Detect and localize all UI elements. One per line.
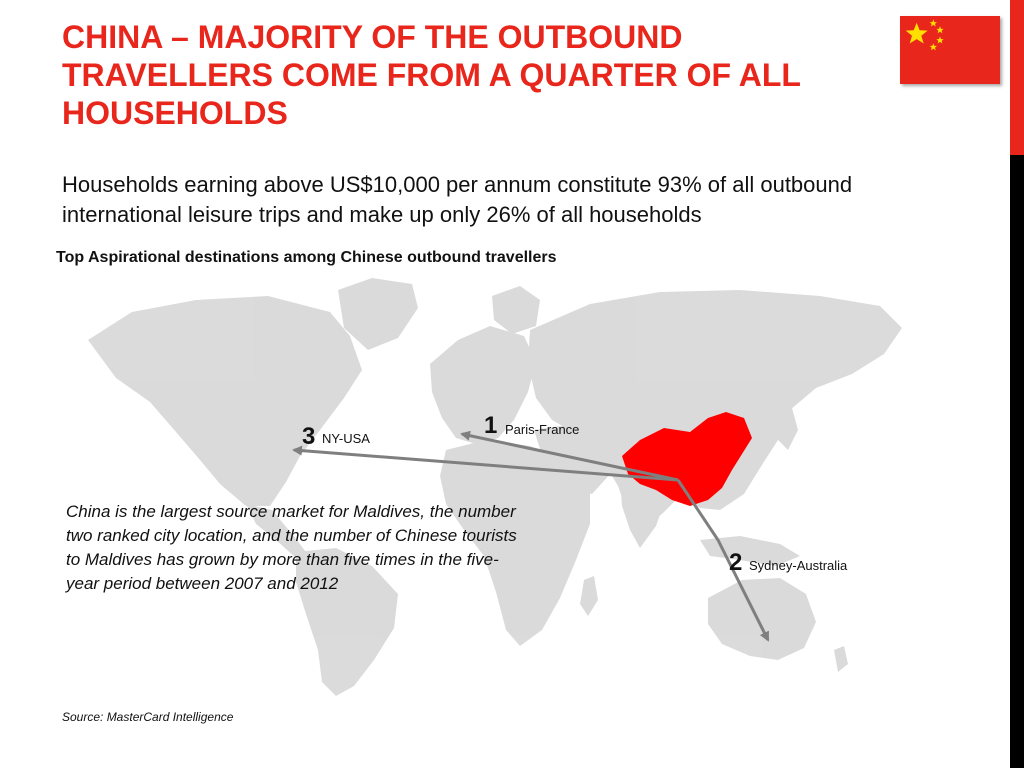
destination-label-new-york: 3 NY-USA (302, 423, 370, 450)
slide-title: CHINA – MAJORITY OF THE OUTBOUND TRAVELL… (62, 19, 801, 131)
destination-name: Paris-France (505, 422, 579, 437)
maldives-note: China is the largest source market for M… (66, 502, 517, 593)
destination-rank: 1 (484, 412, 497, 439)
arrow-to-new-york (292, 445, 679, 482)
scandinavia-shape (492, 286, 540, 334)
destination-rank: 2 (729, 549, 742, 576)
side-accent-bar (1010, 0, 1024, 155)
south-america-shape (296, 548, 398, 696)
destination-rank: 3 (302, 423, 315, 450)
india-shape (620, 474, 668, 548)
destination-label-paris: 1 Paris-France (484, 412, 579, 439)
source-citation: Source: MasterCard Intelligence (62, 710, 234, 724)
slide-subtitle: Households earning above US$10,000 per a… (62, 172, 853, 227)
madagascar-shape (580, 576, 598, 616)
map-heading: Top Aspirational destinations among Chin… (56, 249, 557, 266)
central-america-shape (246, 504, 306, 558)
new-zealand-shape (834, 646, 848, 672)
destination-name: Sydney-Australia (749, 558, 848, 573)
china-shape (622, 412, 752, 506)
africa-shape (440, 440, 590, 646)
europe-shape (430, 326, 536, 444)
destination-label-sydney: 2 Sydney-Australia (729, 549, 848, 576)
destination-name: NY-USA (322, 431, 370, 446)
landmass-group (88, 278, 902, 696)
japan-shape (778, 408, 798, 450)
australia-shape (708, 578, 816, 660)
north-america-shape (88, 296, 362, 506)
arrow-to-sydney (676, 479, 770, 642)
china-flag-icon (900, 16, 1000, 84)
greenland-shape (338, 278, 418, 350)
indonesia-shape (700, 536, 800, 566)
arrow-to-paris (460, 430, 679, 482)
side-dark-bar (1010, 155, 1024, 768)
asia-shape (528, 290, 902, 530)
